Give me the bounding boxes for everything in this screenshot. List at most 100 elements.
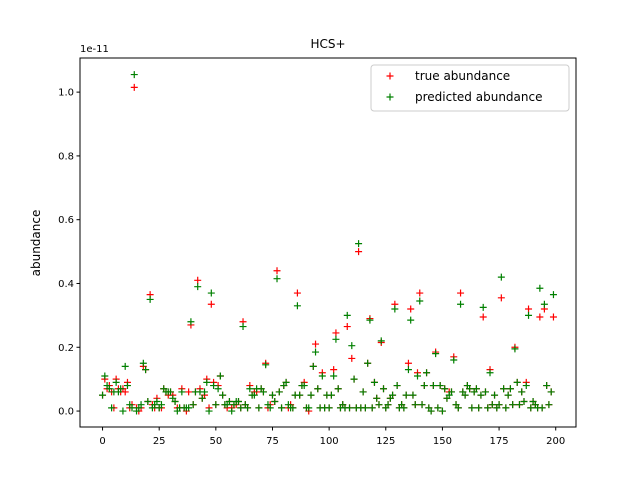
data-point [194,276,202,284]
x-tick-label: 150 [433,436,452,447]
data-point [434,404,442,412]
data-point [549,291,557,299]
data-point [239,323,247,331]
data-point [484,404,492,412]
data-point [146,295,154,303]
y-tick-label: 0.6 [58,215,74,226]
data-point [522,382,530,390]
data-point [486,369,494,377]
data-point [142,366,150,374]
data-point [108,404,116,412]
data-point [123,382,131,390]
data-point [370,378,378,386]
data-point [549,313,557,321]
data-point [454,404,462,412]
data-point [185,404,193,412]
data-point [364,359,372,367]
data-point [355,248,363,256]
data-point [289,404,297,412]
legend-label: true abundance [415,69,510,83]
y-tick-label: 0.4 [58,279,74,290]
data-point [506,385,514,393]
data-point [307,391,315,399]
data-point [189,401,197,409]
data-point [212,401,220,409]
data-point [330,366,338,374]
x-tick-label: 75 [266,436,279,447]
data-point [479,303,487,311]
data-point [423,369,431,377]
axes-frame [79,57,577,428]
data-point [255,404,263,412]
data-point [472,385,480,393]
data-point [475,404,483,412]
data-point [216,372,224,380]
data-point [393,382,401,390]
data-point [171,397,179,405]
data-point [373,394,381,402]
data-point [237,404,245,412]
data-point [525,305,533,313]
data-point [457,289,465,297]
data-point [511,345,519,353]
data-point [350,375,358,383]
data-point [144,397,152,405]
data-point [407,305,415,313]
legend-label: predicted abundance [415,90,542,104]
data-point [355,240,363,248]
y-offset-text: 1e-11 [80,44,109,55]
data-point [112,378,120,386]
data-point [139,359,147,367]
data-point [207,300,215,308]
data-point [418,401,426,409]
y-tick-label: 0.0 [58,407,74,418]
data-point [300,382,308,390]
data-point [477,391,485,399]
legend-marker [386,93,394,101]
data-point [203,378,211,386]
data-point [380,385,388,393]
data-point [497,294,505,302]
data-point [540,300,548,308]
data-point [327,391,335,399]
data-point [207,289,215,297]
x-tick-label: 50 [209,436,222,447]
x-tick-label: 100 [320,436,339,447]
data-point [214,385,222,393]
data-point [420,382,428,390]
data-point [543,382,551,390]
data-point [447,388,455,396]
data-point [293,289,301,297]
data-point [461,391,469,399]
data-point [427,407,435,415]
data-point [436,382,444,390]
y-tick-label: 1.0 [58,88,74,99]
data-point [157,401,165,409]
data-point [495,401,503,409]
x-tick-label: 25 [153,436,166,447]
data-point [384,401,392,409]
data-point [99,391,107,399]
data-point [318,372,326,380]
data-point [101,372,109,380]
data-point [296,391,304,399]
data-point [545,401,553,409]
chart-title: HCS+ [310,37,345,51]
data-point [468,404,476,412]
data-point [273,267,281,275]
legend-marker [386,72,394,80]
data-point [332,335,340,343]
data-point [409,391,417,399]
data-point [205,407,213,415]
x-tick-label: 200 [546,436,565,447]
data-point [520,397,528,405]
data-point [402,391,410,399]
data-point [466,385,474,393]
data-point [346,404,354,412]
data-point [130,83,138,91]
data-point [343,323,351,331]
x-tick-label: 0 [99,436,105,447]
data-point [359,388,367,396]
data-point [259,388,267,396]
data-point [194,283,202,291]
